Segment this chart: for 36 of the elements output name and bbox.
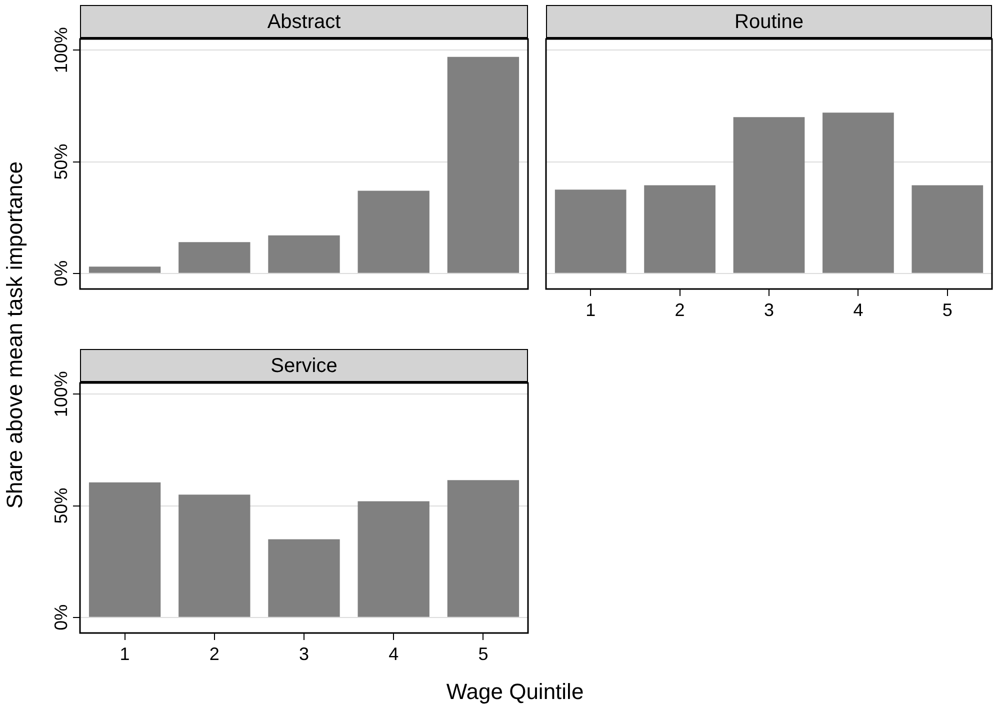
bar: [88, 482, 161, 617]
y-tick-label: 0%: [50, 260, 71, 286]
bar: [88, 266, 161, 273]
x-tick-label: 4: [388, 644, 399, 664]
y-tick-label: 50%: [50, 488, 71, 524]
chart-title: Service: [80, 349, 528, 383]
bar: [912, 185, 984, 273]
y-tick-label: 100%: [50, 27, 71, 74]
bar: [178, 242, 250, 273]
x-tick-label: 5: [478, 644, 488, 664]
y-tick-label: 0%: [50, 604, 71, 630]
bar: [268, 539, 340, 617]
bar: [447, 480, 520, 617]
bar: [447, 56, 520, 273]
x-tick-label: 1: [120, 644, 130, 664]
x-tick-label: 5: [942, 300, 952, 320]
bar: [554, 190, 626, 273]
x-tick-label: 3: [764, 300, 774, 320]
y-tick-label: 100%: [50, 371, 71, 418]
bar: [178, 494, 250, 617]
x-tick-label: 4: [853, 300, 864, 320]
x-tick-label: 2: [674, 300, 685, 320]
y-axis-title: Share above mean task importance: [2, 161, 28, 509]
bar: [268, 235, 340, 273]
chart-title: Abstract: [80, 5, 528, 39]
x-tick-label: 2: [209, 644, 220, 664]
bar: [644, 185, 716, 273]
y-tick-label: 50%: [50, 144, 71, 180]
bar: [822, 112, 894, 273]
bar: [358, 190, 430, 273]
chart-title: Routine: [546, 5, 992, 39]
x-axis-title: Wage Quintile: [446, 679, 584, 705]
bar: [733, 117, 805, 273]
bar: [358, 501, 430, 617]
x-tick-label: 1: [586, 300, 596, 320]
x-tick-label: 3: [298, 644, 310, 664]
